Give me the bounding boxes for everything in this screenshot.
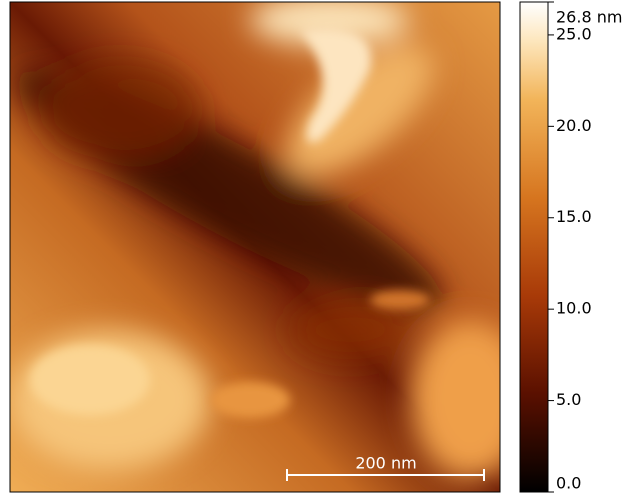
scale-bar-label: 200 nm: [355, 454, 416, 473]
colorbar-max-label: 26.8 nm: [556, 8, 622, 27]
colorbar-tick-label: 25.0: [556, 24, 592, 43]
image-frame: [9, 1, 501, 493]
colorbar-tick-label: 5.0: [556, 390, 581, 409]
afm-image: [10, 2, 500, 492]
colorbar-tick-label: 0.0: [556, 474, 581, 493]
colorbar: [519, 1, 549, 493]
colorbar-tick-label: 20.0: [556, 116, 592, 135]
colorbar-tick-label: 10.0: [556, 299, 592, 318]
colorbar-tick-label: 15.0: [556, 207, 592, 226]
